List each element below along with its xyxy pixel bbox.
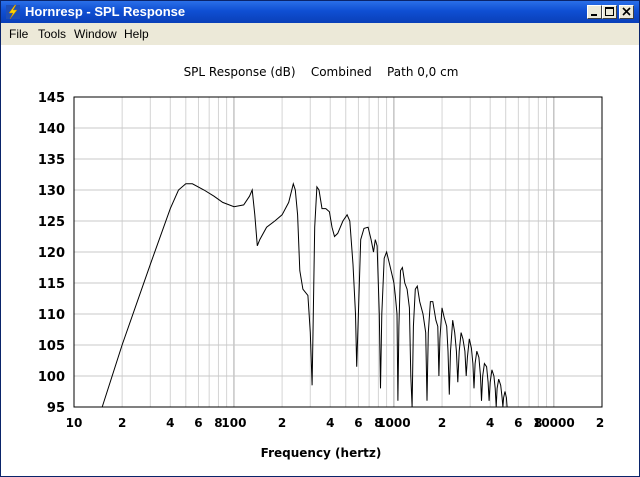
y-tick-label: 95 <box>47 401 65 416</box>
y-tick-label: 100 <box>38 370 65 385</box>
series-line <box>101 181 508 408</box>
x-tick-label: 8 <box>214 416 222 430</box>
y-tick-label: 110 <box>38 308 65 323</box>
x-tick-label: 2 <box>278 416 286 430</box>
maximize-icon <box>605 7 614 16</box>
plot-frame <box>73 96 603 408</box>
chart-title: SPL Response (dB) Combined Path 0,0 cm <box>184 65 459 79</box>
x-tick-label: 2 <box>596 416 604 430</box>
x-tick-label: 10 <box>66 416 83 430</box>
x-axis-label: Frequency (hertz) <box>261 446 382 460</box>
x-tick-label: 1000 <box>377 416 410 430</box>
x-tick-label: 4 <box>326 416 334 430</box>
window-title: Hornresp - SPL Response <box>25 4 186 19</box>
y-tick-label: 105 <box>38 339 65 354</box>
x-tick-label: 4 <box>486 416 494 430</box>
minimize-button[interactable] <box>587 5 602 19</box>
y-tick-labels: 95 100 105 110 115 120 125 130 135 140 145 <box>38 91 65 416</box>
x-tick-label: 10000 <box>533 416 575 430</box>
x-tick-label: 6 <box>514 416 522 430</box>
x-tick-label: 2 <box>118 416 126 430</box>
menu-help[interactable]: Help <box>124 27 149 41</box>
hornresp-lightning-icon[interactable] <box>5 4 21 20</box>
spl-chart: SPL Response (dB) Combined Path 0,0 cm 9… <box>38 65 605 460</box>
y-tick-label: 145 <box>38 91 65 106</box>
y-tick-label: 140 <box>38 122 65 137</box>
x-tick-label: 6 <box>194 416 202 430</box>
menu-tools[interactable]: Tools <box>38 27 67 41</box>
y-tick-label: 135 <box>38 153 65 168</box>
y-tick-label: 130 <box>38 184 65 199</box>
y-tick-label: 115 <box>38 277 65 292</box>
x-tick-label: 4 <box>166 416 174 430</box>
maximize-button[interactable] <box>602 5 617 19</box>
y-tick-label: 120 <box>38 246 65 261</box>
menu-file[interactable]: File <box>9 27 29 41</box>
plot-area: SPL Response (dB) Combined Path 0,0 cm 9… <box>1 45 639 476</box>
menu-window[interactable]: Window <box>74 27 117 41</box>
close-icon <box>622 7 631 16</box>
minimize-icon <box>591 14 597 16</box>
x-tick-label: 8 <box>534 416 542 430</box>
close-button[interactable] <box>619 5 634 19</box>
x-tick-label: 6 <box>354 416 362 430</box>
y-tick-label: 125 <box>38 215 65 230</box>
x-tick-label: 8 <box>374 416 382 430</box>
x-tick-label: 100 <box>221 416 246 430</box>
x-tick-label: 2 <box>438 416 446 430</box>
grid-lines <box>74 97 602 407</box>
menu-bar: File Tools Window Help <box>1 23 639 45</box>
title-bar[interactable]: Hornresp - SPL Response <box>1 1 639 23</box>
